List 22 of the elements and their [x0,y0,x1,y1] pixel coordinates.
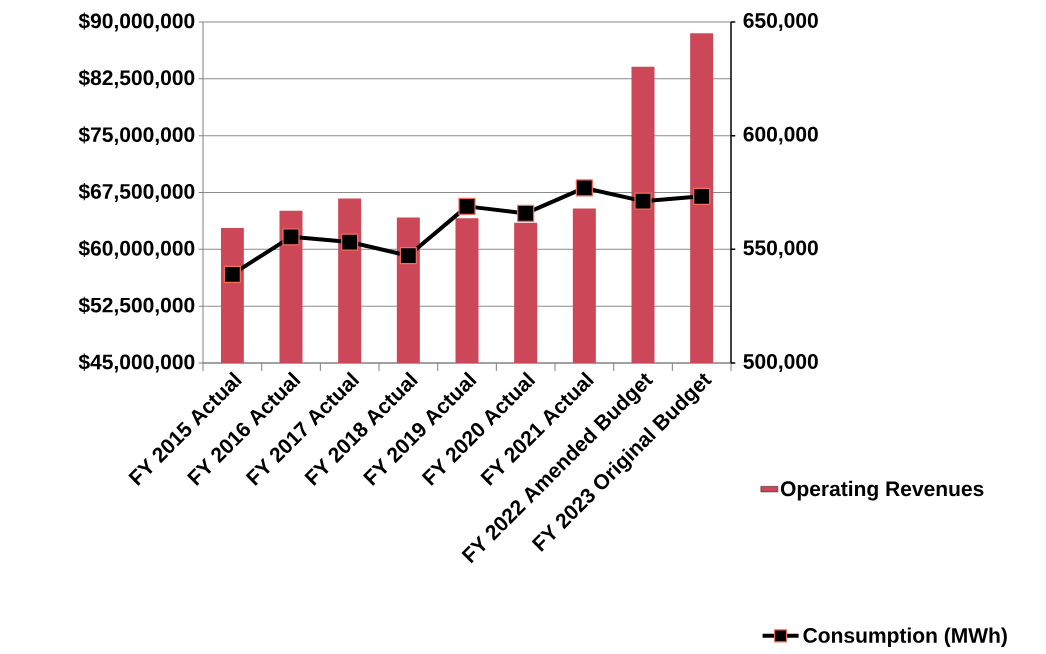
point [341,233,359,251]
y-tick-label: $45,000,000 [78,353,195,373]
y2-tick-label: 600,000 [743,126,818,145]
point [399,247,417,265]
y2-tick-label: 650,000 [743,13,818,31]
y2-tick-label: 550,000 [743,240,818,259]
point [634,192,652,210]
y-tick-label: $60,000,000 [78,239,195,259]
legend-label: Consumption (MWh) [803,627,1007,648]
y-tick-label: $90,000,000 [78,12,195,32]
y-tick-label: $67,500,000 [78,183,195,202]
point [458,197,476,215]
point [282,228,300,246]
point [223,265,241,283]
y2-tick-label: 500,000 [743,354,818,372]
point [517,204,535,223]
legend-label: Operating Revenues [780,480,984,501]
point [693,187,711,205]
y-tick-label: $52,500,000 [78,296,195,316]
y-tick-label: $75,000,000 [78,126,195,146]
point [575,179,593,197]
y-tick-label: $82,500,000 [78,69,195,89]
